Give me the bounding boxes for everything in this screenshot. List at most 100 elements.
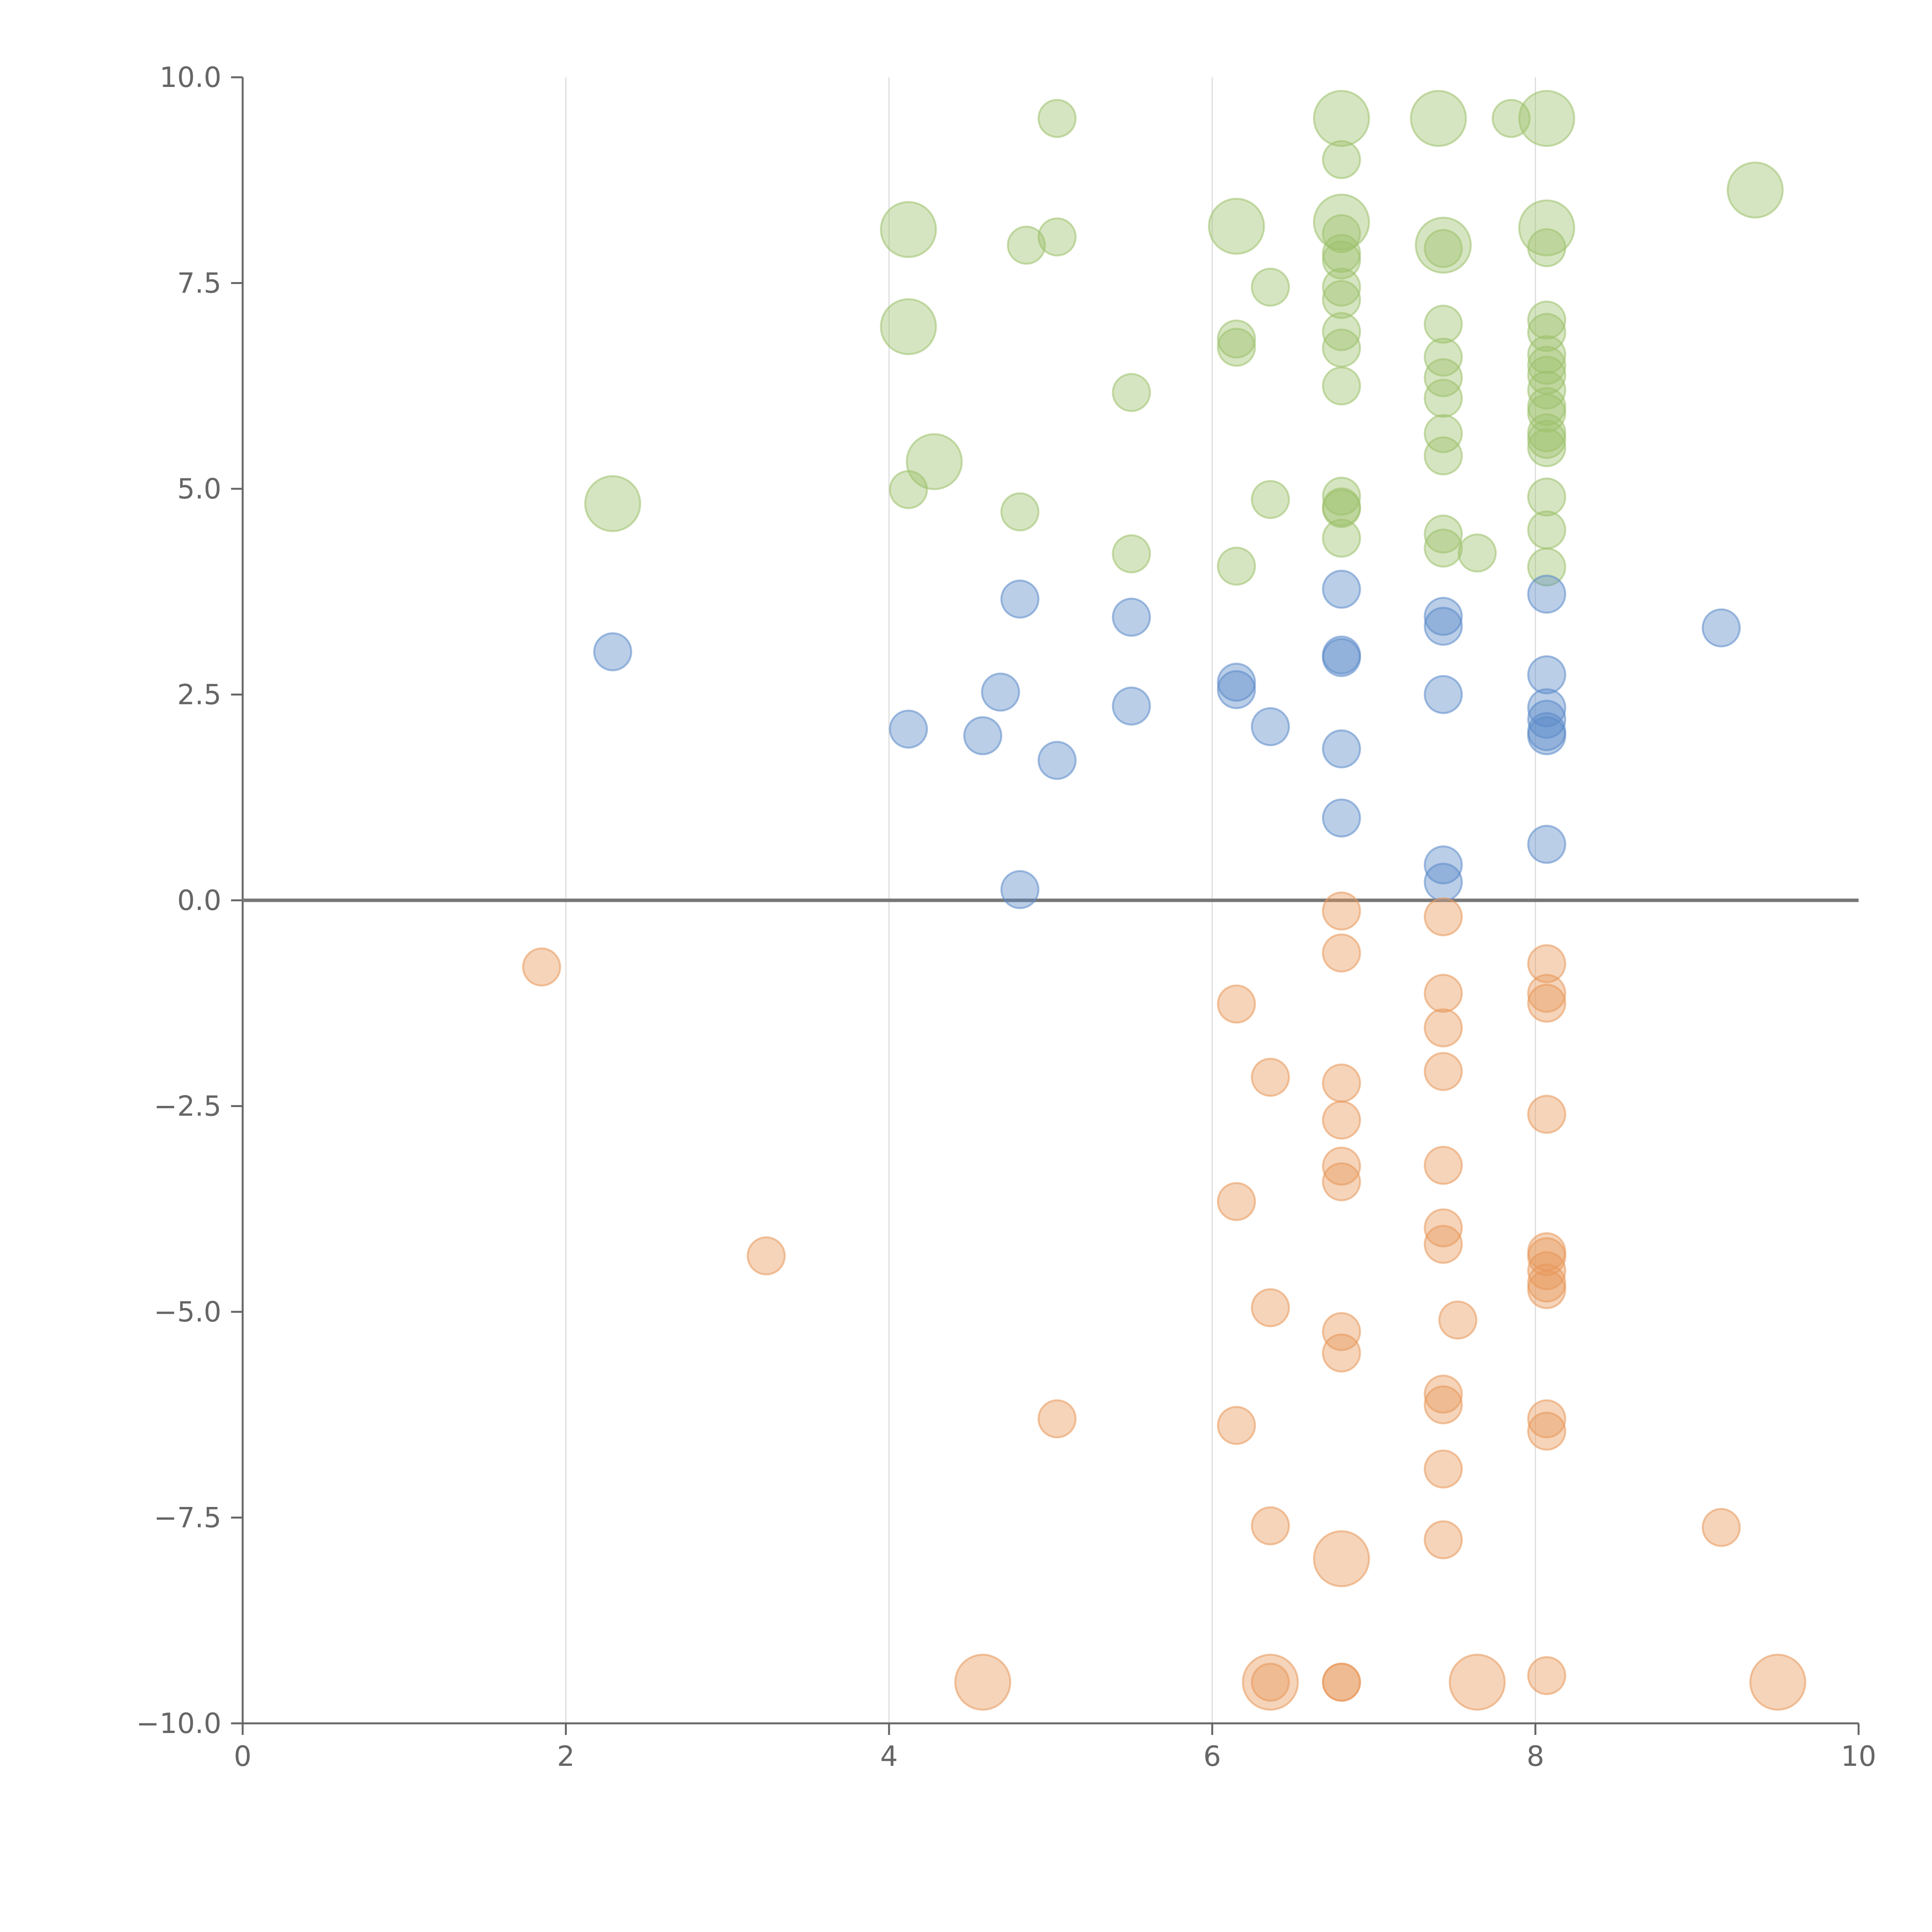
data-point (1322, 267, 1361, 307)
x-tick-label: 4 (880, 1740, 898, 1772)
data-point (1527, 825, 1566, 864)
data-point (1322, 1333, 1361, 1372)
data-point (1322, 1312, 1361, 1351)
data-point (1322, 570, 1361, 609)
data-point (1423, 845, 1463, 884)
data-point (1518, 90, 1575, 147)
data-point (1423, 229, 1463, 268)
data-point (1527, 716, 1566, 755)
data-point (1313, 194, 1370, 251)
data-point (1423, 1385, 1463, 1425)
data-point (1527, 575, 1566, 614)
data-point (1410, 90, 1467, 147)
data-point (1112, 534, 1151, 573)
data-point (1527, 974, 1566, 1013)
data-point (1322, 1100, 1361, 1140)
y-tick-label: 5.0 (177, 473, 221, 505)
data-point (1423, 1052, 1463, 1091)
data-point (1423, 436, 1463, 476)
data-point (880, 298, 937, 355)
data-point (1112, 373, 1151, 412)
data-point (1037, 741, 1077, 780)
data-point (1527, 688, 1566, 728)
data-point (1527, 313, 1566, 352)
data-point (1000, 870, 1040, 909)
data-point (1322, 519, 1361, 558)
data-point (1251, 1288, 1290, 1327)
data-point (1527, 1412, 1566, 1451)
data-point (1322, 366, 1361, 406)
data-point (1527, 510, 1566, 549)
data-point (1423, 862, 1463, 902)
data-point (1423, 379, 1463, 418)
data-point (1322, 1162, 1361, 1201)
data-point (1322, 328, 1361, 368)
data-point (1217, 546, 1256, 586)
y-tick-label: −5.0 (154, 1296, 221, 1328)
y-tick-label: 7.5 (177, 267, 221, 299)
y-axis-ticks: −10.0 −7.5 −5.0 −2.5 0.0 2.5 5.0 7.5 10.0 (136, 61, 243, 1740)
data-point (1313, 1530, 1370, 1587)
data-point (1251, 1506, 1290, 1546)
data-point (1000, 492, 1040, 532)
data-point (1423, 528, 1463, 568)
data-point (1423, 974, 1463, 1013)
data-point (747, 1236, 786, 1276)
data-point (1112, 686, 1151, 726)
data-point (1322, 933, 1361, 973)
data-point (1322, 489, 1361, 528)
data-points (522, 90, 1806, 1711)
data-point (1423, 414, 1463, 453)
data-point (1322, 140, 1361, 179)
series-0 (584, 90, 1784, 587)
data-point (1449, 1653, 1506, 1711)
x-tick-label: 2 (557, 1740, 575, 1772)
data-point (1007, 226, 1046, 265)
data-point (1217, 1182, 1256, 1221)
data-point (954, 1653, 1012, 1711)
y-tick-label: 10.0 (160, 61, 221, 94)
data-point (1527, 1656, 1566, 1695)
data-point (1518, 199, 1575, 257)
data-point (1112, 597, 1151, 637)
data-point (1527, 370, 1566, 410)
data-point (1217, 319, 1256, 359)
series-2 (522, 891, 1806, 1711)
data-point (1322, 312, 1361, 351)
data-point (1251, 1058, 1290, 1097)
data-point (1527, 420, 1566, 459)
data-point (880, 201, 937, 258)
data-point (1458, 533, 1497, 573)
data-point (1322, 638, 1361, 677)
data-point (1423, 597, 1463, 636)
x-tick-label: 8 (1527, 1740, 1544, 1772)
data-point (1322, 280, 1361, 319)
data-point (1423, 1146, 1463, 1185)
data-point (1217, 984, 1256, 1024)
data-point (1527, 699, 1566, 739)
data-point (1527, 477, 1566, 517)
x-tick-label: 10 (1841, 1740, 1876, 1772)
data-point (1322, 1063, 1361, 1103)
data-point (1313, 90, 1370, 147)
data-point (1423, 1520, 1463, 1560)
data-point (1251, 1663, 1290, 1702)
data-point (1423, 1225, 1463, 1264)
data-point (1322, 1663, 1361, 1702)
data-point (1749, 1653, 1806, 1711)
data-point (1423, 1208, 1463, 1248)
data-point (1000, 579, 1040, 619)
data-point (584, 475, 641, 532)
data-point (1423, 337, 1463, 377)
data-point (1726, 162, 1784, 219)
data-point (1322, 476, 1361, 516)
x-tick-label: 6 (1203, 1740, 1221, 1772)
data-point (981, 672, 1020, 712)
data-point (1322, 729, 1361, 769)
data-point (1527, 428, 1566, 467)
data-point (1251, 267, 1290, 307)
data-point (1527, 655, 1566, 694)
data-point (1527, 335, 1566, 374)
data-point (1702, 608, 1741, 648)
